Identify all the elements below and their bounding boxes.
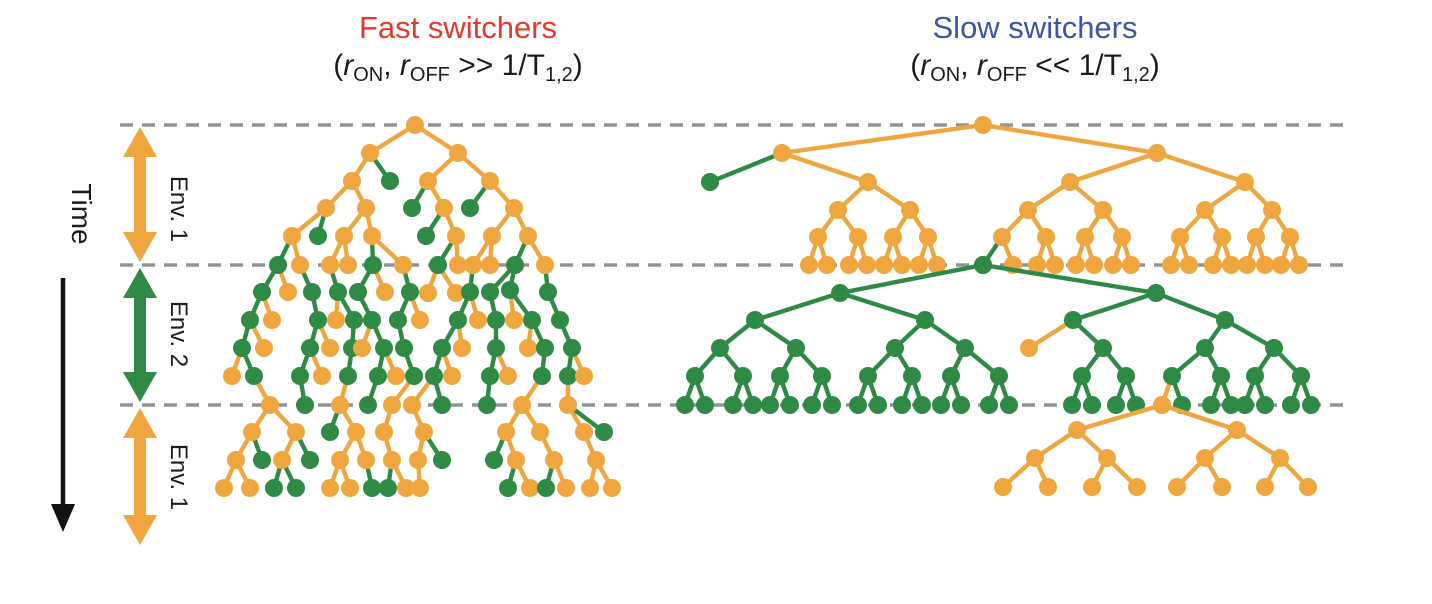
- fast-switchers-title: Fast switchers: [358, 10, 558, 45]
- slow-switchers-trees: [676, 116, 1320, 496]
- fast-switchers-tree: [215, 116, 621, 497]
- env-band-label-3: Env. 1: [165, 444, 192, 510]
- env-band-label-2: Env. 2: [165, 301, 192, 367]
- time-axis-label: Time: [66, 183, 97, 244]
- fast-switchers-condition: (rON, rOFF >> 1/T1,2): [333, 49, 583, 86]
- slow-switchers-title: Slow switchers: [932, 10, 1138, 45]
- env-band-label-1: Env. 1: [165, 176, 192, 242]
- time-arrow: [51, 278, 75, 532]
- env-band-arrows: [123, 127, 157, 545]
- slow-switchers-condition: (rON, rOFF << 1/T1,2): [910, 49, 1160, 86]
